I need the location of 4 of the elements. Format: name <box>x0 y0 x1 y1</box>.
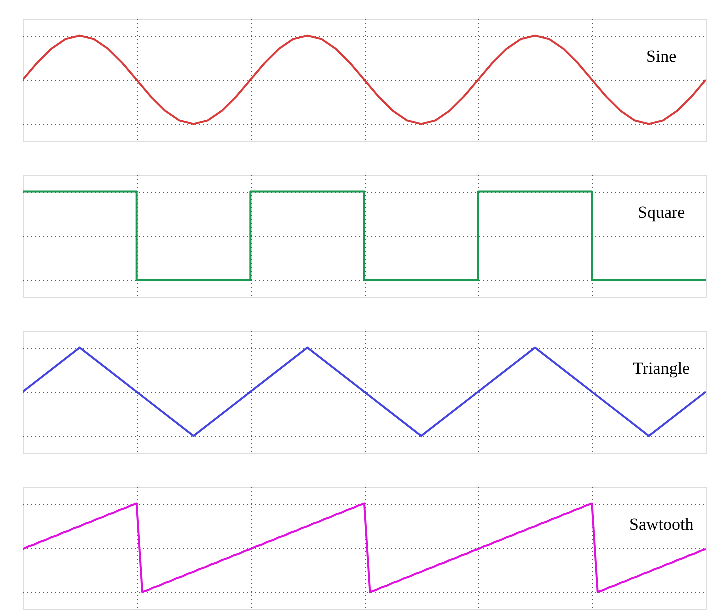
series-label: Sine <box>646 47 677 66</box>
series-label: Sawtooth <box>629 515 694 534</box>
series-label: Triangle <box>633 359 690 378</box>
text: Square <box>638 203 686 222</box>
